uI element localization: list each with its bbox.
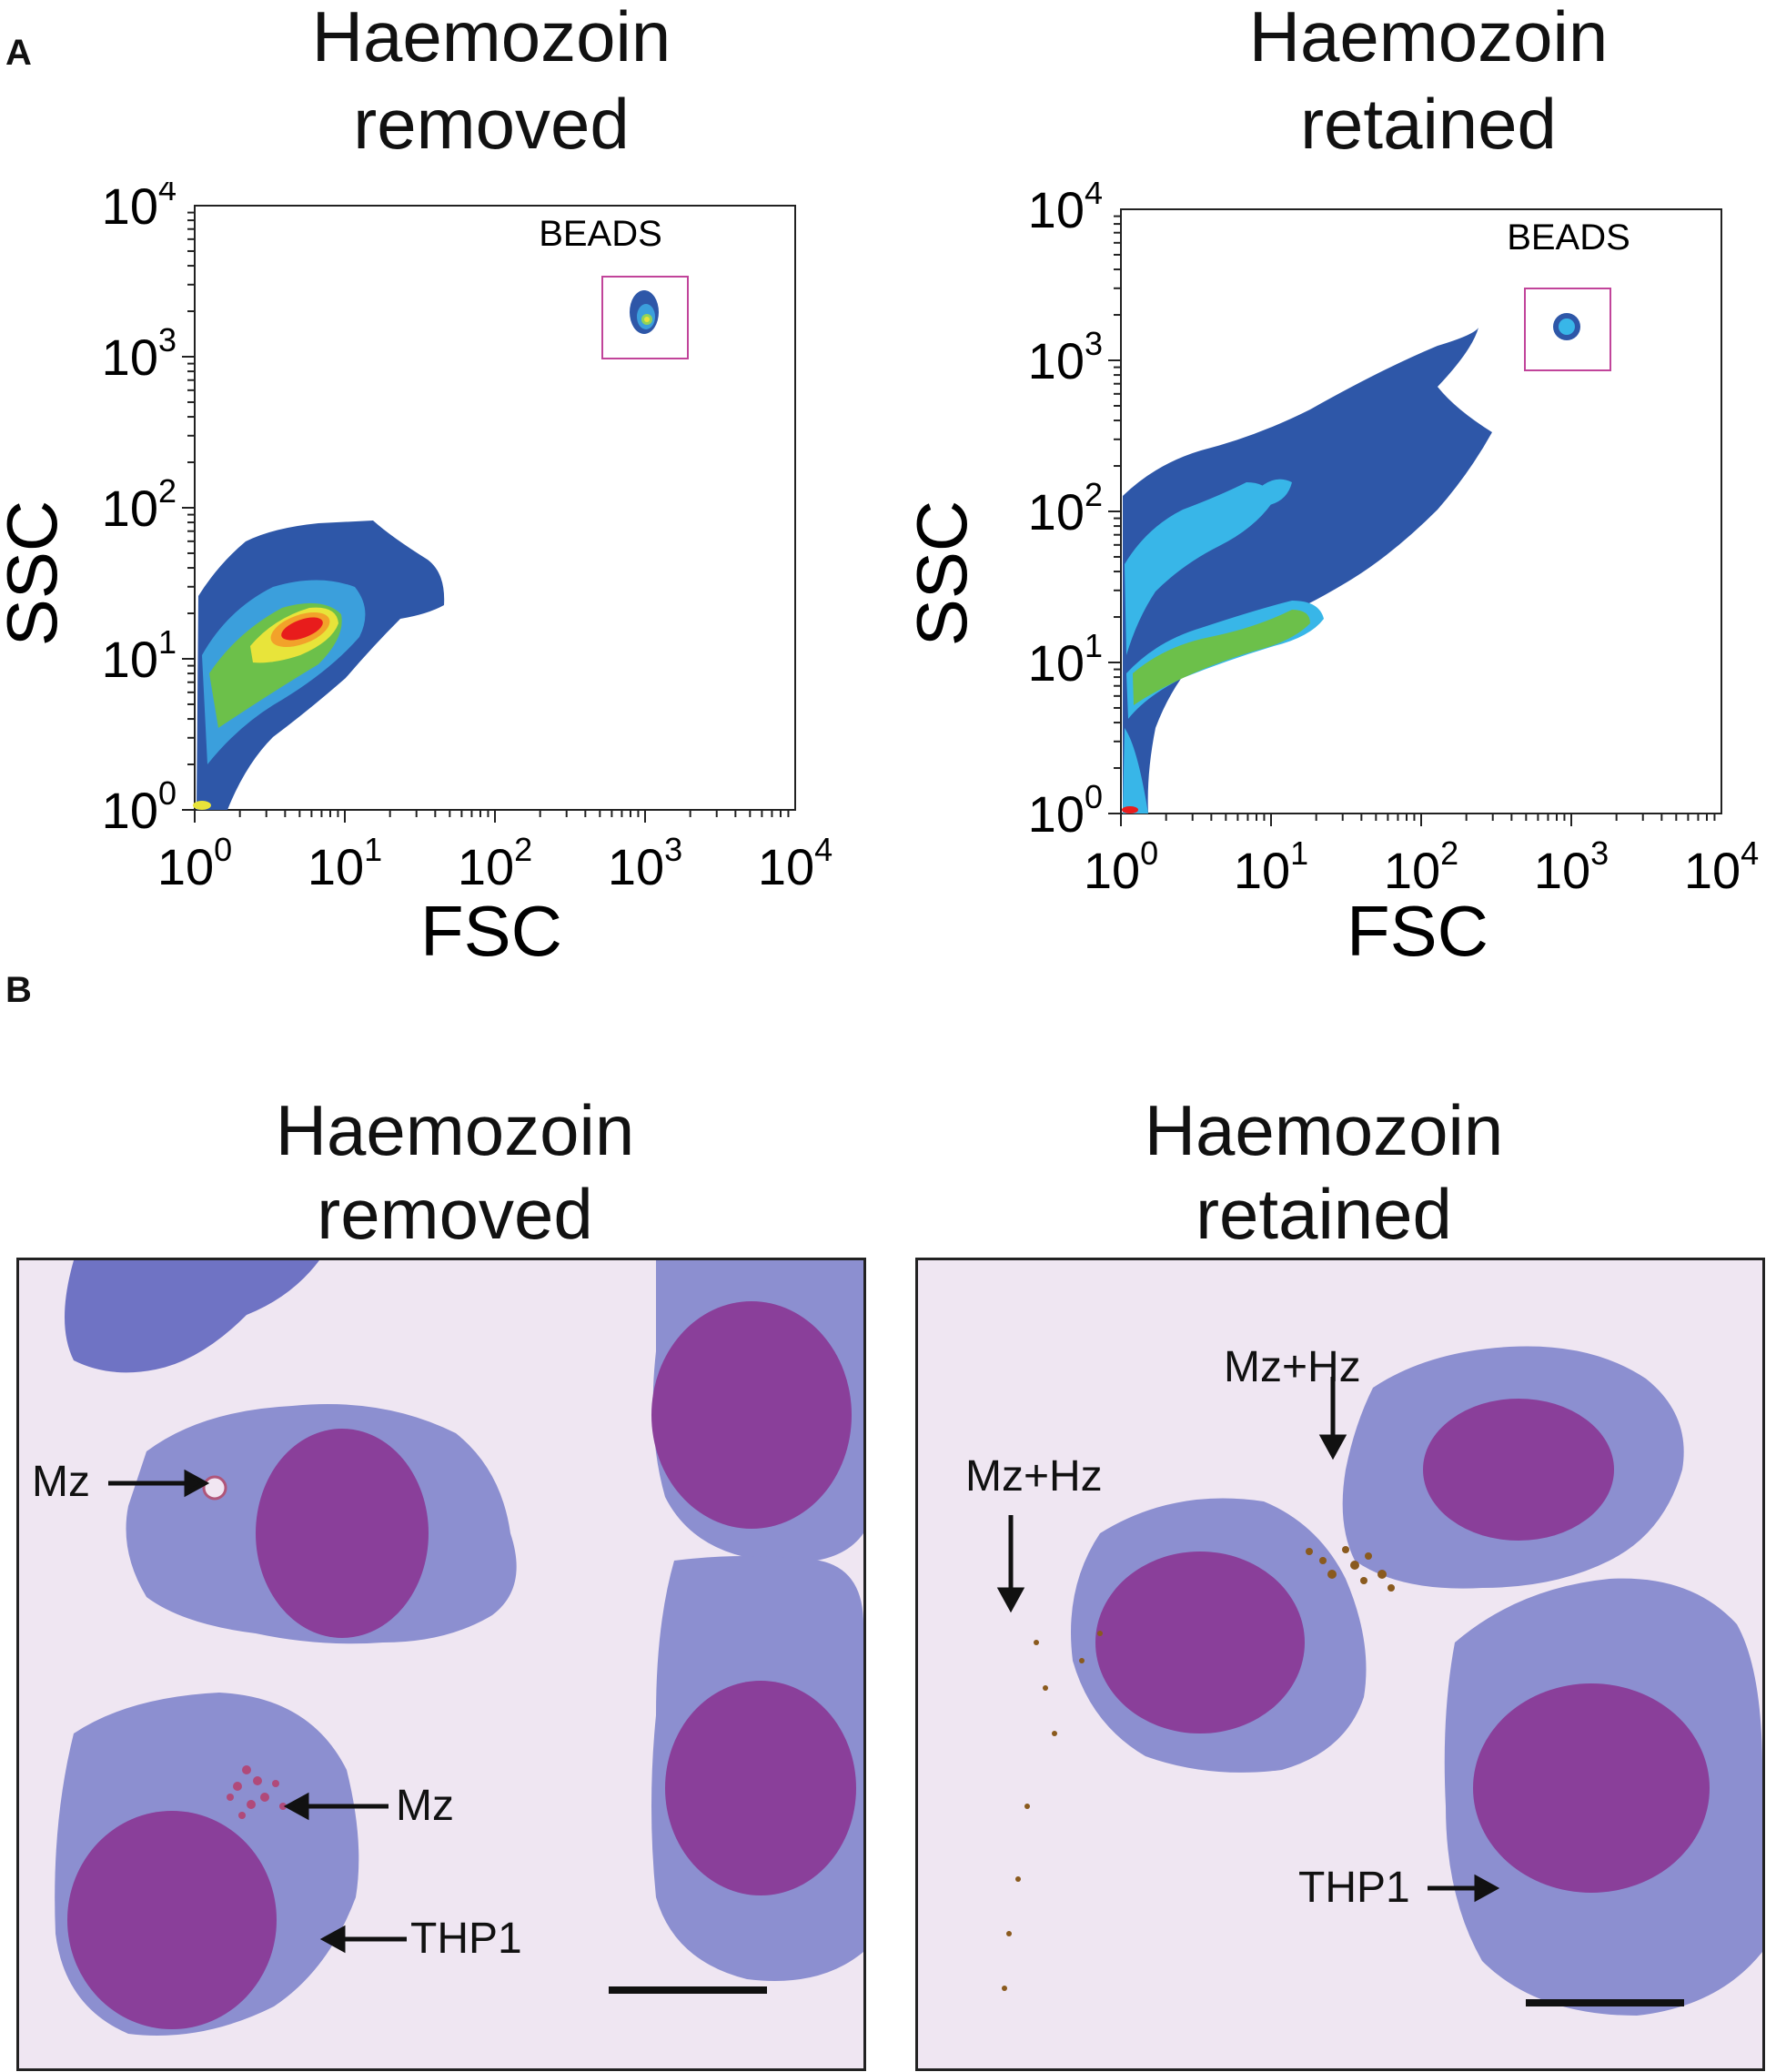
beads-population-retained <box>1553 313 1580 340</box>
label-thp1-removed: THP1 <box>410 1915 522 1963</box>
flow-title-removed-line1: Haemozoin <box>311 0 671 76</box>
label-mzhz-2: Mz+Hz <box>1224 1343 1361 1391</box>
y-tick-label: 103 <box>1028 325 1103 389</box>
micrograph-retained-image <box>918 1260 1762 2068</box>
flow-xlabel-removed: FSC <box>420 891 562 971</box>
beads-population-removed <box>630 290 659 334</box>
scale-bar-retained <box>1526 1999 1684 2006</box>
y-tick-label: 101 <box>102 623 177 688</box>
label-mz-2: Mz <box>396 1782 454 1830</box>
label-mzhz-1: Mz+Hz <box>965 1452 1103 1501</box>
y-tick-label: 103 <box>102 321 177 386</box>
x-tick-label: 102 <box>1384 834 1458 899</box>
scale-bar-removed <box>609 1986 767 1994</box>
x-tick-label: 104 <box>758 831 832 895</box>
beads-label-retained: BEADS <box>1507 217 1630 258</box>
label-mz-1: Mz <box>32 1458 90 1506</box>
micro-title-removed-line2: removed <box>317 1174 593 1254</box>
x-tick-label: 102 <box>458 831 532 895</box>
beads-gate-retained <box>1524 288 1611 371</box>
y-tick-label: 104 <box>1028 182 1103 238</box>
density-population-removed <box>193 521 445 810</box>
label-thp1-retained: THP1 <box>1298 1864 1410 1912</box>
micro-title-retained-line2: retained <box>1196 1174 1452 1254</box>
micrograph-removed: Mz Mz THP1 <box>16 1258 866 2071</box>
micrograph-retained: Mz+Hz Mz+Hz THP1 <box>915 1258 1765 2071</box>
micro-title-retained-line1: Haemozoin <box>1144 1090 1504 1170</box>
x-tick-label: 100 <box>1084 834 1158 899</box>
micro-title-removed-line1: Haemozoin <box>275 1090 635 1170</box>
flow-ylabel-removed: SSC <box>0 500 72 646</box>
y-tick-label: 102 <box>1028 476 1103 541</box>
x-tick-label: 101 <box>308 831 382 895</box>
y-tick-label: 104 <box>102 182 177 235</box>
x-tick-label: 103 <box>608 831 682 895</box>
flow-title-retained-line2: retained <box>1300 84 1557 164</box>
density-population-retained <box>1122 328 1492 814</box>
beads-gate-removed <box>601 276 689 359</box>
flow-ylabel-retained: SSC <box>910 500 982 646</box>
y-tick-label: 100 <box>1028 778 1103 843</box>
y-tick-label: 101 <box>1028 627 1103 692</box>
flow-xlabel-retained: FSC <box>1347 891 1488 971</box>
flow-title-removed-line2: removed <box>353 84 630 164</box>
flow-title-retained-line1: Haemozoin <box>1248 0 1609 76</box>
micrograph-removed-image <box>19 1260 863 2068</box>
panel-letter-a: A <box>5 33 32 73</box>
micro-title-retained: Haemozoin retained <box>1060 1088 1588 1256</box>
flow-title-retained: Haemozoin retained <box>1183 0 1674 167</box>
y-tick-label: 102 <box>102 472 177 537</box>
x-tick-label: 100 <box>157 831 232 895</box>
beads-label-removed: BEADS <box>539 214 662 254</box>
micro-title-removed: Haemozoin removed <box>191 1088 719 1256</box>
x-tick-label: 103 <box>1534 834 1609 899</box>
flow-title-removed: Haemozoin removed <box>246 0 737 167</box>
y-tick-label: 100 <box>102 774 177 839</box>
x-tick-label: 101 <box>1234 834 1308 899</box>
panel-letter-b: B <box>5 970 32 1010</box>
x-tick-label: 104 <box>1684 834 1759 899</box>
